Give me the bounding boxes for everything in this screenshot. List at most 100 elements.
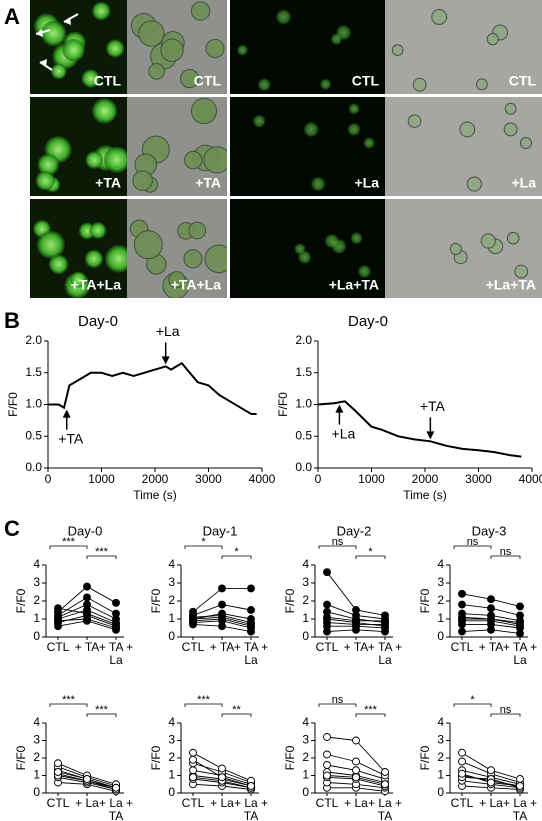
data-point xyxy=(218,613,226,622)
y-tick-label: 3 xyxy=(437,575,444,589)
cell xyxy=(48,254,69,275)
image-bg xyxy=(230,199,385,298)
y-tick-label: 0.5 xyxy=(295,428,312,442)
y-axis-label: F/F0 xyxy=(276,392,290,417)
y-axis-label: F/F0 xyxy=(283,745,297,770)
data-point xyxy=(352,757,360,766)
panel-label: A xyxy=(4,4,20,29)
image-bg xyxy=(230,0,385,94)
significance-bracket xyxy=(49,545,88,549)
y-tick-label: 3 xyxy=(168,575,175,589)
data-point xyxy=(458,627,466,636)
arrow-head xyxy=(64,17,71,25)
data-point xyxy=(381,780,389,789)
y-tick-label: 1.0 xyxy=(25,397,42,411)
cell xyxy=(168,271,186,289)
y-tick-label: 0.0 xyxy=(295,460,312,474)
y-axis-label: F/F0 xyxy=(6,392,20,417)
data-point xyxy=(381,768,389,776)
data-point xyxy=(83,582,91,591)
cell xyxy=(486,33,499,46)
significance-bracket xyxy=(490,713,521,717)
y-tick-label: 1 xyxy=(437,611,444,625)
x-tick-label: CTL xyxy=(450,797,474,810)
significance-label: ns xyxy=(500,704,512,716)
y-tick-label: 2 xyxy=(33,750,40,764)
cell xyxy=(91,98,118,124)
y-tick-label: 2 xyxy=(302,750,309,764)
image: +TA xyxy=(30,97,127,196)
y-tick-label: 0 xyxy=(437,785,444,799)
x-tick-label: 0 xyxy=(45,472,52,486)
arrow-head xyxy=(40,59,47,67)
y-tick-label: 2 xyxy=(437,593,444,607)
x-tick-label: CTL xyxy=(46,797,70,810)
significance-label: * xyxy=(470,694,475,706)
image-label: +La xyxy=(354,175,379,191)
data-point xyxy=(323,613,331,622)
significance-label: ns xyxy=(332,694,344,706)
data-point xyxy=(352,736,360,745)
x-tick-label-box: CTL xyxy=(451,641,474,654)
data-point xyxy=(218,764,226,773)
y-axis-label: F/F0 xyxy=(14,588,28,613)
y-tick-label: 1 xyxy=(33,768,40,782)
x-tick-label-box: + TA xyxy=(210,641,235,654)
x-tick-label-box: CTL xyxy=(315,641,339,654)
x-tick-label: 0 xyxy=(315,472,322,486)
image-label: +TA xyxy=(195,175,221,191)
y-tick-label: 4 xyxy=(33,715,40,729)
y-tick-label: 2 xyxy=(168,750,175,764)
x-tick-label-box: + TA + La xyxy=(99,641,133,667)
data-point xyxy=(189,773,197,782)
cell xyxy=(257,78,271,92)
cell xyxy=(62,39,85,62)
x-tick-label: + La + TA xyxy=(502,797,538,821)
cell xyxy=(311,176,326,192)
image-label: CTL xyxy=(194,73,222,89)
data-point xyxy=(247,782,255,790)
cell xyxy=(37,153,60,176)
panel-label: C xyxy=(4,516,20,541)
significance-bracket xyxy=(490,555,521,559)
x-tick-label: + TA xyxy=(74,641,100,654)
chart-title: Day-0 xyxy=(348,313,388,330)
image: +TA+La xyxy=(30,199,127,298)
cell xyxy=(35,170,56,191)
cell xyxy=(203,146,227,174)
cell xyxy=(89,222,107,239)
data-point xyxy=(323,568,331,577)
y-tick-label: 4 xyxy=(437,557,444,571)
chart-title: Day-1 xyxy=(203,523,238,538)
significance-bracket xyxy=(318,545,357,549)
significance-bracket xyxy=(184,703,223,707)
cell xyxy=(503,122,518,137)
cell xyxy=(330,33,342,45)
x-tick-label: + TA + La xyxy=(502,641,538,667)
y-axis-label: F/F0 xyxy=(283,588,297,613)
x-tick-label: 2000 xyxy=(412,472,439,486)
significance-bracket xyxy=(49,703,88,707)
data-point xyxy=(189,766,197,775)
cell xyxy=(276,9,292,25)
y-tick-label: 0 xyxy=(33,629,40,643)
significance-bracket xyxy=(453,703,492,707)
y-tick-label: 0 xyxy=(168,785,175,799)
data-point xyxy=(352,773,360,782)
y-tick-label: 2.0 xyxy=(295,333,312,347)
x-tick-label: 2000 xyxy=(142,472,169,486)
x-axis-label: Time (s) xyxy=(133,488,177,502)
cell xyxy=(160,38,184,62)
image: CTL xyxy=(30,0,127,94)
y-tick-label: 1 xyxy=(168,611,175,625)
image: +TA xyxy=(127,97,227,196)
x-tick-label: 1000 xyxy=(358,472,385,486)
x-tick-label-box: CTL xyxy=(182,797,205,810)
image-label: +La xyxy=(511,175,536,191)
data-point xyxy=(323,771,331,780)
annotation-arrowhead xyxy=(335,404,344,413)
data-point xyxy=(218,584,226,593)
significance-label: *** xyxy=(95,704,109,716)
x-tick-label: CTL xyxy=(315,641,339,654)
cell xyxy=(363,137,375,149)
